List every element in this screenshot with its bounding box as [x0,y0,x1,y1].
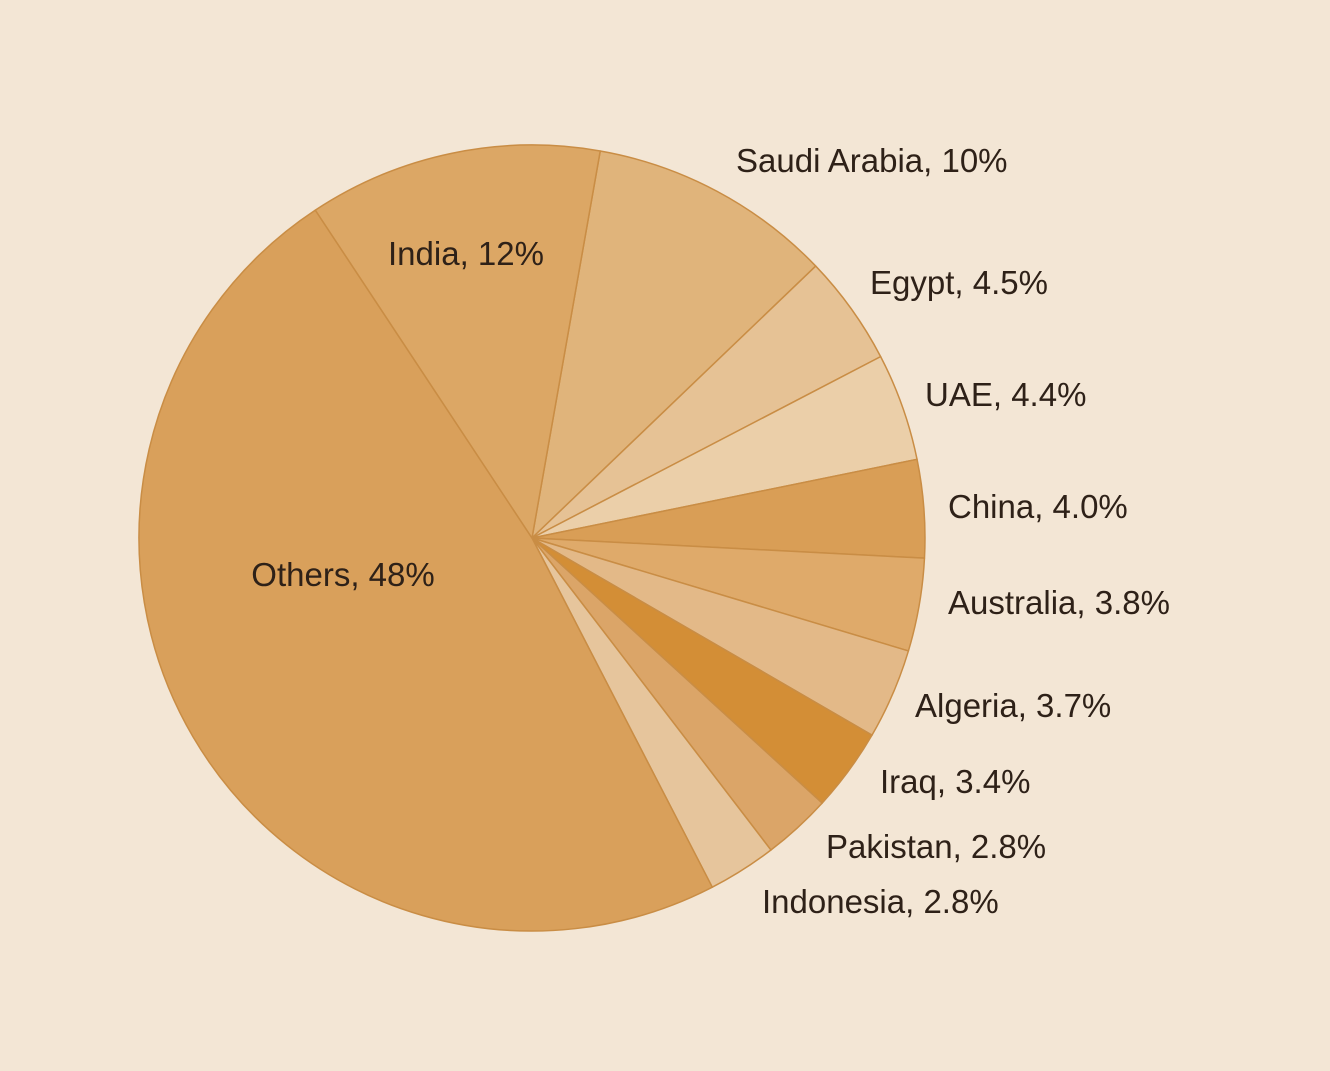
pie-slice-india [314,144,601,539]
slice-label-india: India, 12% [388,235,544,272]
pie-slices [138,144,926,932]
slice-label-egypt: Egypt, 4.5% [870,264,1048,301]
pie-slice-saudi-arabia [531,150,817,539]
slice-label-pakistan: Pakistan, 2.8% [826,828,1046,865]
pie-labels: Saudi Arabia, 10% Egypt, 4.5% UAE, 4.4% Chi… [251,142,1170,920]
slice-label-china: China, 4.0% [948,488,1128,525]
slice-label-iraq: Iraq, 3.4% [880,763,1030,800]
slice-label-saudi-arabia: Saudi Arabia, 10% [736,142,1008,179]
slice-label-uae: UAE, 4.4% [925,376,1086,413]
slice-label-algeria: Algeria, 3.7% [915,687,1111,724]
slice-label-others: Others, 48% [251,556,434,593]
slice-label-australia: Australia, 3.8% [948,584,1170,621]
pie-slice-others [138,209,714,932]
slice-label-indonesia: Indonesia, 2.8% [762,883,999,920]
